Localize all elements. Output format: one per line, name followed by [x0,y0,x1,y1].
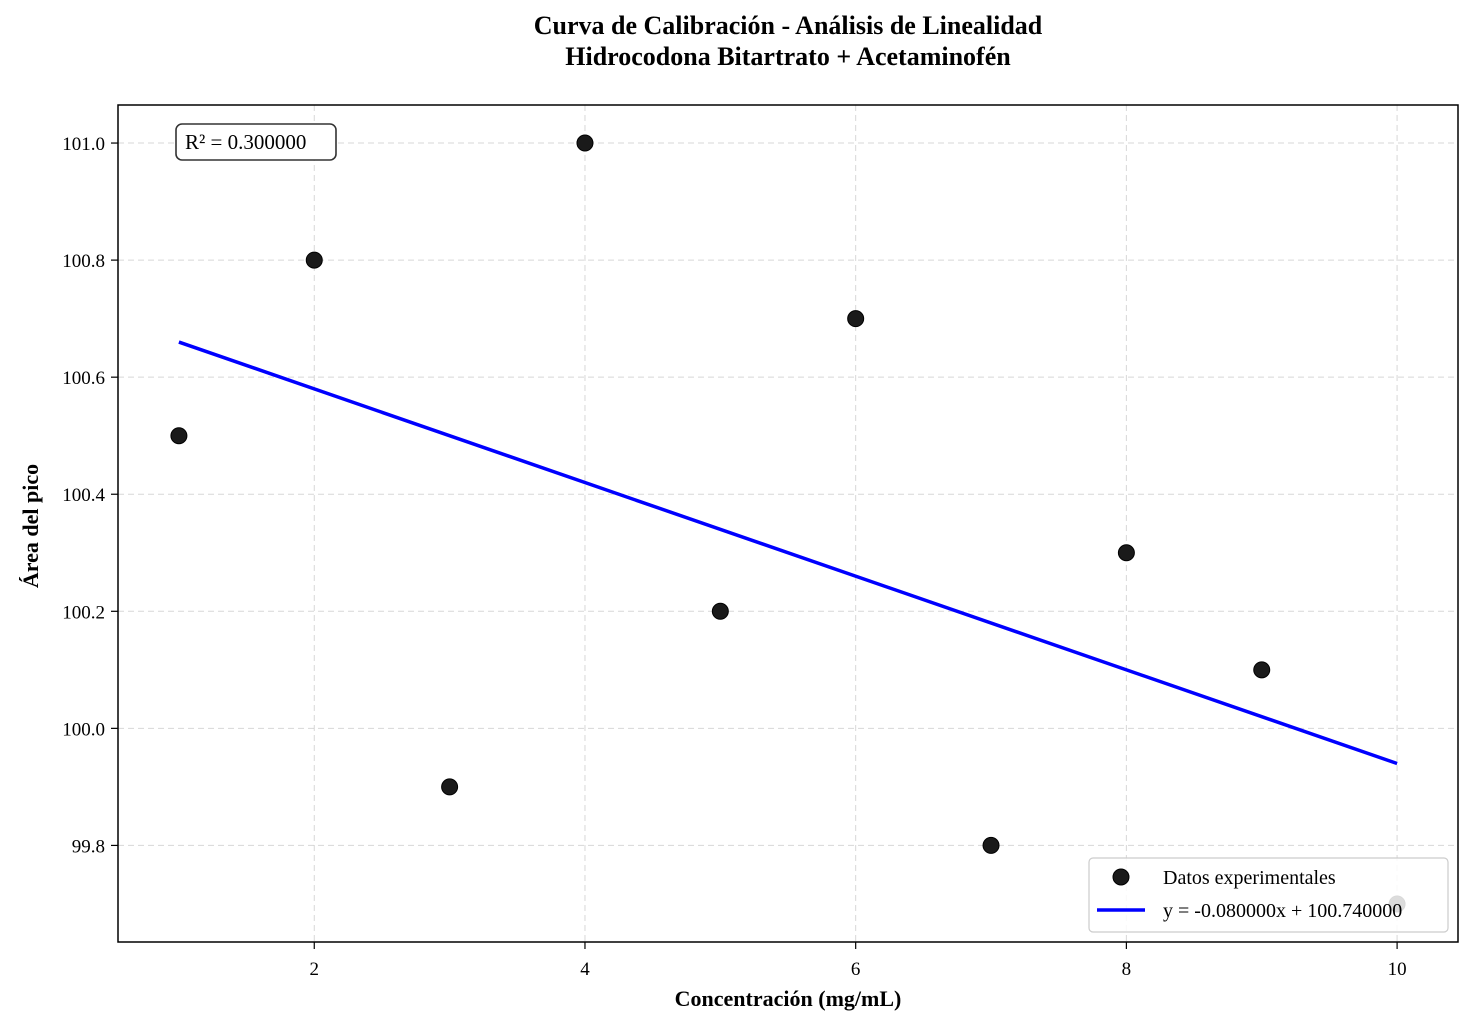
data-point [1117,544,1135,562]
chart-title: Curva de Calibración - Análisis de Linea… [534,11,1043,40]
y-axis-label: Área del pico [18,464,43,588]
x-tick-label: 10 [1388,959,1407,980]
y-tick-label: 100.8 [62,251,105,272]
data-point [847,310,865,328]
fit-line-layer [178,340,1398,766]
data-point [576,134,594,152]
y-tick-label: 99.8 [72,836,105,857]
y-tick-label: 100.6 [62,368,105,389]
x-axis-label: Concentración (mg/mL) [675,986,902,1011]
data-point [441,778,459,796]
data-point [170,427,188,445]
chart-subtitle: Hidrocodona Bitartrato + Acetaminofén [565,42,1011,71]
legend-label-points: Datos experimentales [1163,867,1336,889]
y-tick-label: 100.4 [62,485,105,506]
x-tick-label: 2 [310,959,320,980]
points-layer [170,134,1406,913]
ticks: 2 4 6 8 10 99.8 100.0 100.2 100.4 100.6 100.8 101.0 [62,134,1406,980]
r2-annotation-box [175,123,337,161]
y-tick-label: 100.0 [62,719,105,740]
r2-annotation-text: R² = 0.300000 [185,130,306,154]
data-point [1253,661,1271,679]
x-tick-label: 8 [1122,959,1132,980]
y-tick-label: 101.0 [62,134,105,155]
x-tick-label: 4 [580,959,590,980]
legend-marker-points [1112,868,1130,886]
data-point [711,602,729,620]
r2-annotation: R² = 0.300000 [175,123,337,161]
plot-frame [117,104,1459,943]
x-tick-label: 6 [851,959,861,980]
y-tick-label: 100.2 [62,602,105,623]
fit-line [178,340,1398,766]
data-point [305,251,323,269]
legend: Datos experimentales y = -0.080000x + 10… [1088,857,1449,933]
legend-label-line: y = -0.080000x + 100.740000 [1163,900,1402,922]
grid [118,105,1458,942]
data-point [982,836,1000,854]
legend-box [1088,857,1449,933]
